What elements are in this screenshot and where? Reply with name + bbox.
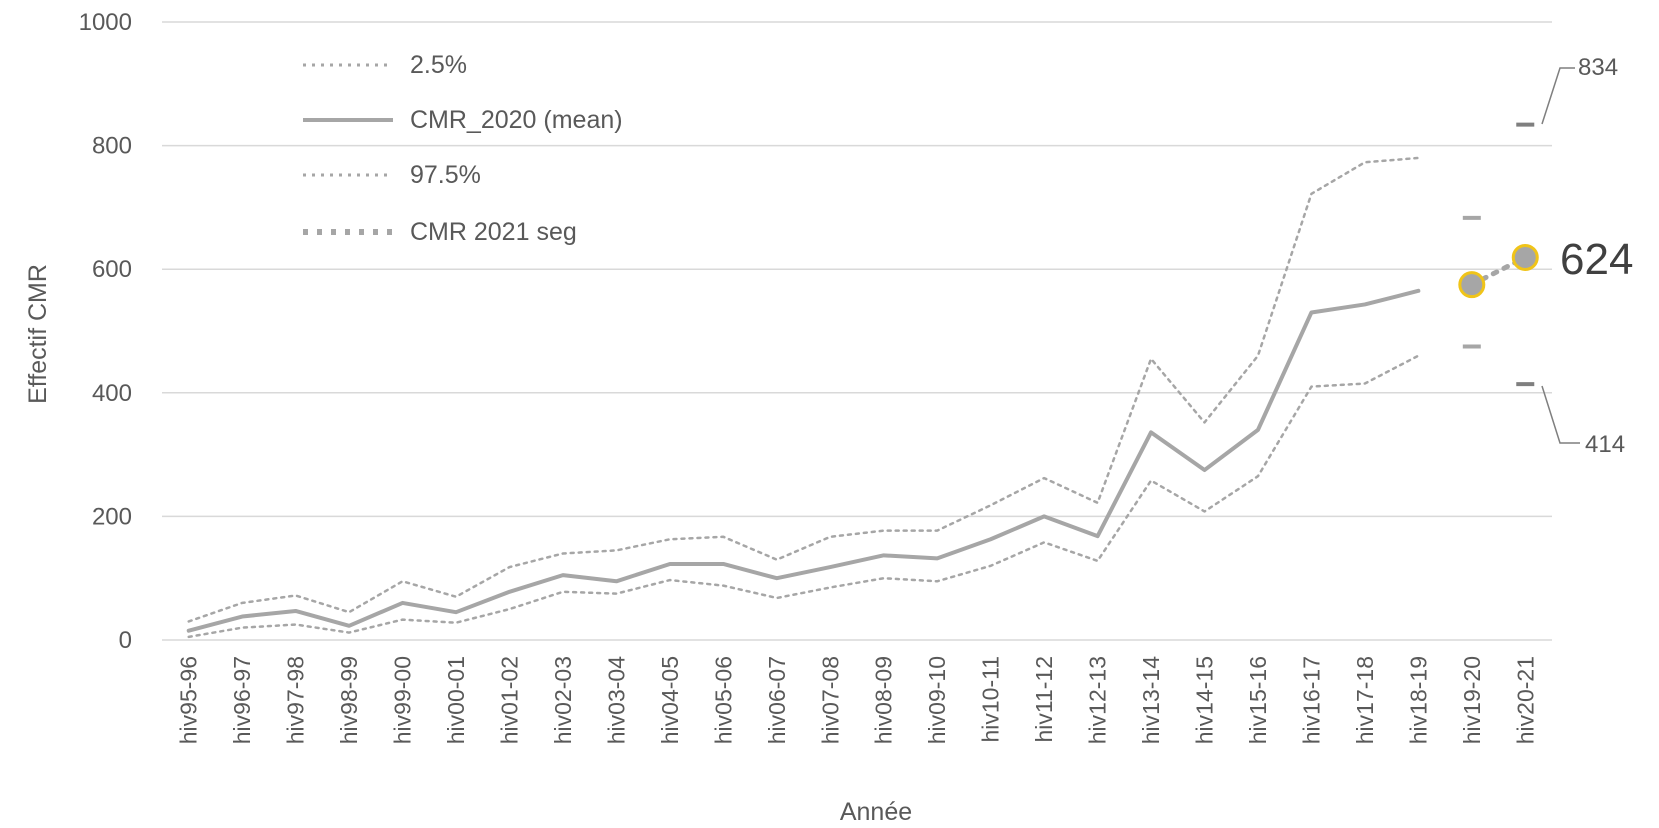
x-tick-label: hiv98-99: [336, 656, 362, 744]
x-tick-label: hiv16-17: [1298, 656, 1324, 744]
x-tick-label: hiv19-20: [1459, 656, 1485, 744]
x-tick-label: hiv00-01: [443, 656, 469, 744]
x-tick-label: hiv13-14: [1138, 656, 1164, 744]
x-tick-label: hiv15-16: [1245, 656, 1271, 744]
x-axis-title: Année: [840, 798, 912, 826]
x-tick-label: hiv20-21: [1512, 656, 1538, 744]
legend-item-97.5: 97.5%: [303, 161, 481, 189]
y-tick-label: 800: [92, 133, 132, 160]
y-tick-label: 200: [92, 503, 132, 530]
data-point: [1458, 271, 1486, 299]
low-annotation: 414: [1585, 431, 1625, 458]
x-tick-label: hiv09-10: [924, 656, 950, 744]
legend-label: 97.5%: [410, 161, 481, 189]
x-tick-label: hiv05-06: [710, 656, 736, 744]
x-tick-label: hiv01-02: [497, 656, 523, 744]
legend-item-2021: CMR 2021 seg: [303, 218, 577, 246]
x-tick-label: hiv14-15: [1192, 656, 1218, 744]
legend-label: CMR 2021 seg: [410, 218, 577, 246]
x-tick-label: hiv04-05: [657, 656, 683, 744]
x-tick-label: hiv99-00: [390, 656, 416, 744]
y-axis-title: Effectif CMR: [24, 264, 52, 404]
x-tick-label: hiv07-08: [817, 656, 843, 744]
annotations: 624 834 414: [1541, 54, 1633, 458]
x-tick-label: hiv18-19: [1405, 656, 1431, 744]
series-line-0: [187, 354, 1420, 639]
gridlines: [162, 21, 1552, 641]
x-tick-label: hiv97-98: [283, 656, 309, 744]
x-tick-label: hiv10-11: [978, 656, 1004, 743]
legend-label: CMR_2020 (mean): [410, 106, 623, 134]
y-tick-label: 0: [119, 627, 132, 654]
y-tick-label: 400: [92, 380, 132, 407]
x-tick-label: hiv08-09: [871, 656, 897, 744]
legend-item-2.5: 2.5%: [303, 51, 467, 79]
x-tick-label: hiv02-03: [550, 656, 576, 744]
y-tick-label: 1000: [79, 9, 132, 36]
x-tick-label: hiv17-18: [1352, 656, 1378, 744]
x-axis-ticks: hiv95-96 hiv96-97 hiv97-98 hiv98-99 hiv99-00…: [176, 656, 1539, 744]
series-line-1: [186, 288, 1421, 633]
high-leader-line: [1541, 67, 1575, 125]
legend-label: 2.5%: [410, 51, 467, 79]
highlight-points: [1458, 122, 1539, 387]
value-annotation: 624: [1560, 235, 1633, 284]
legend: 2.5% CMR_2020 (mean) 97.5% CMR 2021 seg: [303, 51, 623, 246]
data-point: [1511, 243, 1539, 271]
y-axis-ticks: 0 200 400 600 800 1000: [79, 9, 132, 654]
high-annotation: 834: [1578, 54, 1618, 81]
x-tick-label: hiv03-04: [603, 656, 629, 744]
x-tick-label: hiv11-12: [1031, 656, 1057, 743]
series-line-2: [187, 156, 1420, 623]
low-leader-line: [1541, 385, 1580, 444]
x-tick-label: hiv96-97: [229, 656, 255, 744]
x-tick-label: hiv06-07: [764, 656, 790, 744]
y-tick-label: 600: [92, 256, 132, 283]
x-tick-label: hiv95-96: [176, 656, 202, 744]
x-tick-label: hiv12-13: [1085, 656, 1111, 744]
legend-item-mean: CMR_2020 (mean): [303, 106, 623, 134]
